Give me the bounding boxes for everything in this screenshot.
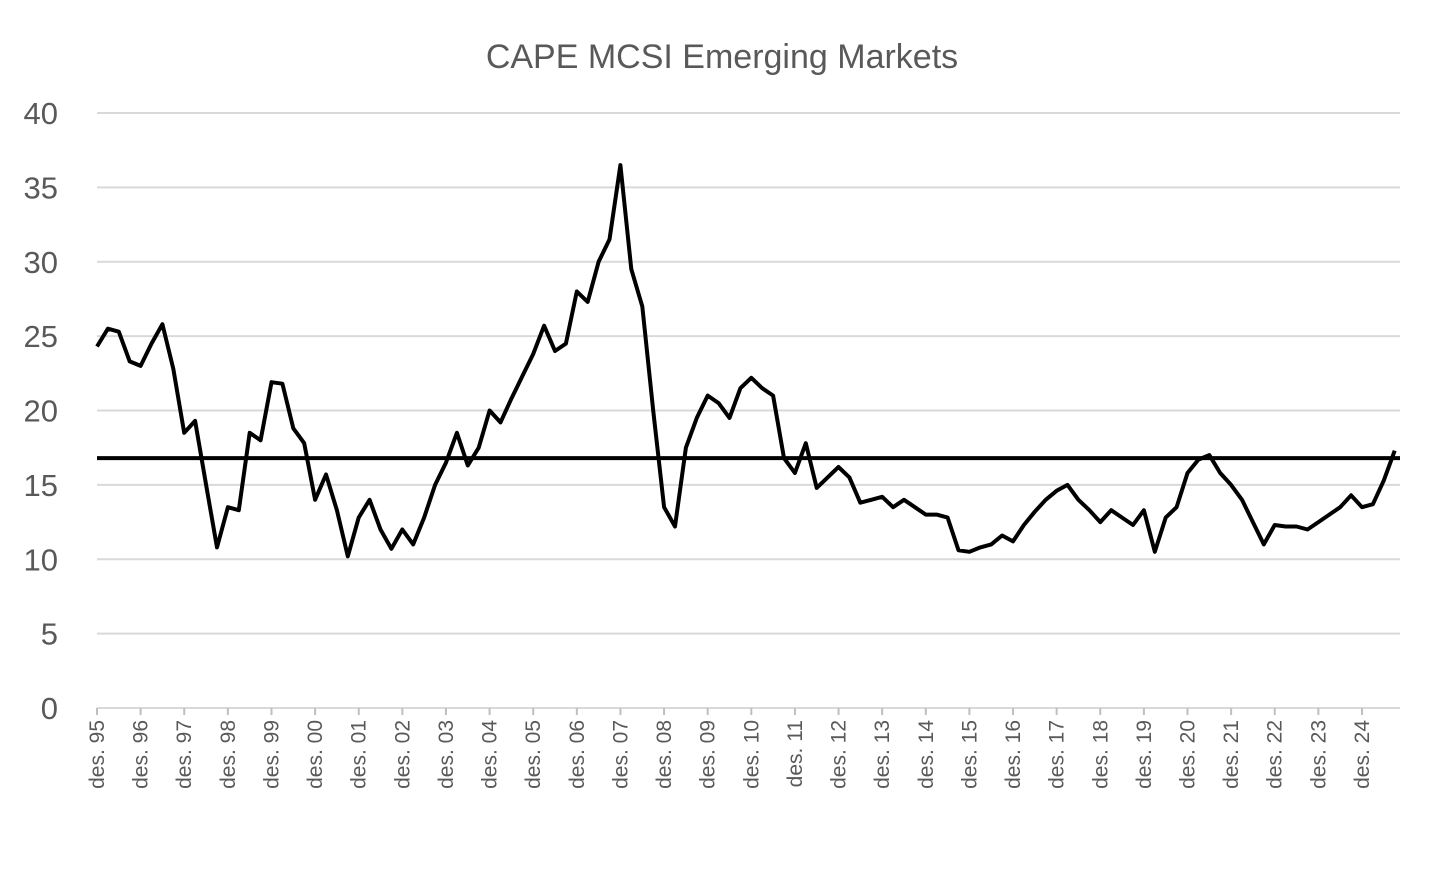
x-tick-label: des. 95 (86, 720, 109, 789)
y-tick-label: 10 (24, 542, 58, 577)
chart-title: CAPE MCSI Emerging Markets (486, 38, 958, 76)
x-tick-label: des. 14 (915, 720, 938, 789)
x-tick-label: des. 13 (871, 720, 894, 789)
x-tick-label: des. 22 (1264, 720, 1287, 789)
x-tick-label: des. 07 (609, 720, 632, 789)
x-tick-label: des. 96 (130, 720, 153, 789)
x-tick-label: des. 05 (522, 720, 545, 789)
x-tick-label: des. 15 (958, 720, 981, 789)
y-tick-label: 15 (24, 468, 58, 503)
x-tick-label: des. 17 (1046, 720, 1069, 789)
x-tick-label: des. 01 (348, 720, 371, 789)
x-tick-label: des. 09 (697, 720, 720, 789)
x-tick-label: des. 24 (1351, 720, 1374, 789)
x-tick-label: des. 19 (1133, 720, 1156, 789)
x-tick-label: des. 11 (784, 720, 807, 787)
y-tick-label: 5 (41, 617, 58, 652)
y-tick-label: 25 (24, 319, 58, 354)
x-tick-label: des. 04 (479, 720, 502, 789)
x-tick-label: des. 03 (435, 720, 458, 789)
x-tick-label: des. 02 (391, 720, 414, 789)
x-tick-label: des. 12 (828, 720, 851, 789)
x-tick-label: des. 23 (1307, 720, 1330, 789)
x-tick-label: des. 06 (566, 720, 589, 789)
y-tick-label: 0 (41, 691, 58, 726)
y-tick-label: 35 (24, 170, 58, 205)
x-tick-label: des. 21 (1220, 720, 1243, 789)
y-tick-label: 20 (24, 394, 58, 429)
x-tick-label: des. 00 (304, 720, 327, 789)
x-tick-label: des. 20 (1177, 720, 1200, 789)
x-tick-label: des. 18 (1089, 720, 1112, 789)
x-tick-label: des. 97 (173, 720, 196, 789)
x-tick-label: des. 10 (740, 720, 763, 789)
x-tick-label: des. 98 (217, 720, 240, 789)
y-tick-label: 40 (24, 96, 58, 131)
y-tick-label: 30 (24, 245, 58, 280)
line-series (95, 163, 1397, 559)
x-tick-label: des. 16 (1002, 720, 1025, 789)
x-tick-label: des. 99 (260, 720, 283, 789)
x-tick-label: des. 08 (653, 720, 676, 789)
